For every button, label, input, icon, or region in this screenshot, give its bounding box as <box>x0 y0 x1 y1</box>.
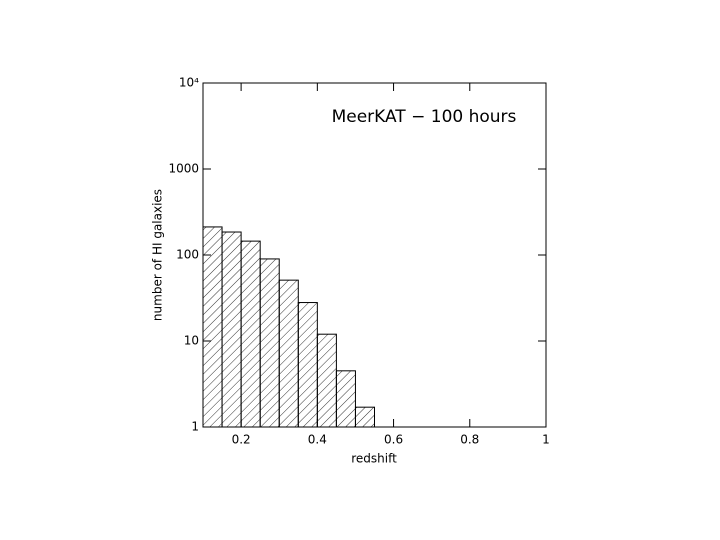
histogram-bar <box>354 406 376 428</box>
y-tick-label: 1 <box>191 420 199 434</box>
histogram-bar <box>259 258 280 428</box>
histogram-bar <box>335 370 356 428</box>
histogram-bar <box>202 226 223 428</box>
y-tick-label: 10⁴ <box>179 76 199 90</box>
histogram-bar <box>240 240 261 428</box>
x-axis-label: redshift <box>351 452 397 466</box>
x-tick-label: 0.4 <box>308 433 327 447</box>
y-axis-label: number of HI galaxies <box>151 189 165 321</box>
y-tick-label: 10 <box>184 334 199 348</box>
x-tick-label: 0.8 <box>460 433 479 447</box>
x-tick-label: 0.2 <box>232 433 251 447</box>
y-tick-label: 100 <box>176 248 199 262</box>
annotation: MeerKAT − 100 hours <box>332 107 517 127</box>
histogram-bar <box>221 231 242 428</box>
histogram-bar <box>297 302 318 428</box>
x-tick-label: 0.6 <box>384 433 403 447</box>
histogram-bar <box>316 333 337 428</box>
histogram-bar <box>278 279 299 428</box>
x-tick-label: 1 <box>542 433 550 447</box>
y-tick-label: 1000 <box>168 162 199 176</box>
